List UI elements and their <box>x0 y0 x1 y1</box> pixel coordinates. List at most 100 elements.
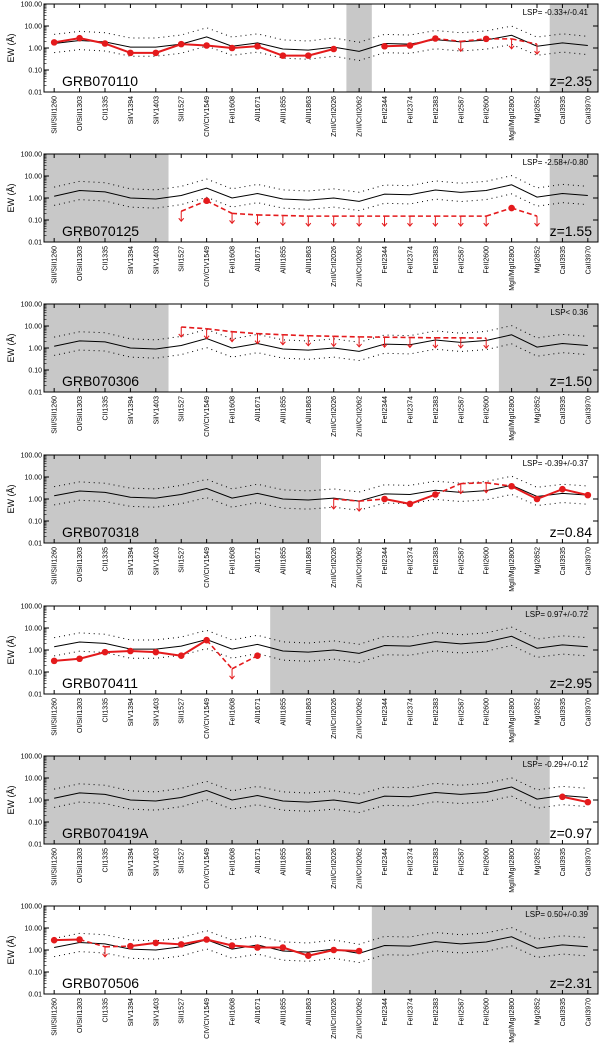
y-tick-label: 10.00 <box>24 475 42 482</box>
upper-limit-arrowhead <box>356 507 363 512</box>
x-tick-label: AlII1671 <box>255 547 262 573</box>
shaded-region <box>371 906 598 994</box>
x-tick-label: SiIV1394 <box>128 246 135 275</box>
x-tick-label: CaII3970 <box>585 246 592 275</box>
observed-point <box>101 648 109 656</box>
x-tick-label: FeII2600 <box>484 547 491 575</box>
upper-limit-arrowhead <box>279 222 286 227</box>
observed-segment <box>511 485 538 500</box>
shaded-region <box>549 154 598 242</box>
x-tick-label: ZnII/CrII2062 <box>357 396 364 437</box>
x-tick-label: SiII1527 <box>179 998 186 1024</box>
x-tick-label: ZnII/CrII2062 <box>357 246 364 287</box>
upper-limit-arrowhead <box>305 342 312 347</box>
x-tick-label: AlIII1855 <box>280 396 287 424</box>
limit-segment <box>206 200 233 215</box>
x-tick-label: OI/SiII1303 <box>77 246 84 281</box>
x-tick-label: ZnII/CrII2062 <box>357 96 364 137</box>
limit-segment <box>232 212 258 216</box>
x-tick-label: OI/SiII1303 <box>77 96 84 131</box>
upper-limit-arrowhead <box>356 222 363 227</box>
limit-segment <box>231 655 258 670</box>
x-tick-label: AlIII1863 <box>306 848 313 876</box>
observed-segment <box>54 938 80 942</box>
x-tick-label: AlIII1855 <box>280 547 287 575</box>
x-tick-label: FeII2600 <box>484 998 491 1026</box>
upper-limit-arrowhead <box>254 221 261 226</box>
x-tick-label: FeII2383 <box>433 96 440 124</box>
x-tick-label: SiIV1403 <box>153 848 160 877</box>
y-tick-label: 100.00 <box>21 302 43 309</box>
observed-segment <box>155 941 182 946</box>
x-tick-label: AlII1671 <box>255 698 262 724</box>
y-axis-label: EW (Å) <box>6 334 16 363</box>
shaded-region <box>44 154 169 242</box>
x-tick-label: FeII2374 <box>407 396 414 424</box>
observed-segment <box>536 488 563 500</box>
grb-name: GRB070411 <box>62 675 138 691</box>
y-tick-label: 10.00 <box>24 174 42 181</box>
x-tick-label: AlII1671 <box>255 848 262 874</box>
panel-grb070125: 100.00 10.00 1.00 0.10 0.01 EW (Å) SiII/SiII12… <box>6 152 599 291</box>
limit-segment <box>282 214 309 217</box>
reference-upper-envelope <box>54 777 588 795</box>
x-tick-label: ZnII/CrII2026 <box>331 848 338 889</box>
x-tick-label: ZnII/CrII2062 <box>357 547 364 588</box>
observed-point <box>152 648 160 656</box>
observed-segment <box>562 488 589 497</box>
y-tick-label: 0.01 <box>28 390 42 397</box>
observed-segment <box>104 650 131 654</box>
observed-point <box>381 495 388 503</box>
x-tick-label: CaII3935 <box>560 698 567 727</box>
x-tick-label: OI/SiII1303 <box>77 848 84 883</box>
shaded-region <box>270 606 598 694</box>
observed-point <box>228 942 236 949</box>
y-tick-label: 0.10 <box>28 68 42 75</box>
x-tick-label: AlIII1863 <box>306 698 313 726</box>
limit-segment <box>511 38 538 45</box>
observed-point <box>203 936 210 943</box>
x-tick-label: CaII3970 <box>585 698 592 727</box>
upper-limit-arrowhead <box>457 222 464 227</box>
x-tick-label: FeII2374 <box>407 96 414 124</box>
shaded-region <box>44 455 321 543</box>
x-tick-label: FeII2600 <box>484 96 491 124</box>
x-tick-label: FeII2383 <box>433 698 440 726</box>
y-tick-label: 100.00 <box>21 904 43 911</box>
upper-limit-arrowhead <box>356 343 363 348</box>
reference-line <box>54 334 588 352</box>
y-tick-label: 1.00 <box>28 196 42 203</box>
observed-point <box>177 941 185 948</box>
y-tick-label: 100.00 <box>21 754 43 761</box>
x-tick-label: MgII/MgII2800 <box>509 848 516 893</box>
lsp-label: LSP= -0.29+/-0.12 <box>523 760 589 769</box>
x-tick-label: FeII2600 <box>484 698 491 726</box>
redshift-label: z=1.50 <box>550 373 593 389</box>
observed-point <box>76 655 83 663</box>
x-tick-label: ZnII/CrII2026 <box>331 96 338 137</box>
x-tick-label: CIV/CIV1549 <box>204 848 211 889</box>
observed-segment <box>409 37 436 47</box>
x-tick-label: AlIII1863 <box>306 246 313 274</box>
x-tick-label: FeII2383 <box>433 998 440 1026</box>
grb-name: GRB070110 <box>62 73 138 89</box>
redshift-label: z=2.31 <box>550 975 593 991</box>
y-tick-label: 100.00 <box>21 2 43 9</box>
x-tick-label: FeII2587 <box>458 998 465 1026</box>
observed-point <box>559 485 566 493</box>
observed-point <box>304 952 312 960</box>
observed-point <box>304 52 312 59</box>
y-tick-label: 0.10 <box>28 519 42 526</box>
x-tick-label: SiII/SiII1260 <box>52 396 59 434</box>
x-tick-label: FeII2587 <box>458 848 465 876</box>
observed-point <box>330 45 338 53</box>
observed-segment <box>155 651 182 657</box>
upper-limit-arrowhead <box>483 489 490 494</box>
x-tick-label: CaII3970 <box>585 96 592 125</box>
observed-point <box>279 52 287 59</box>
redshift-label: z=0.84 <box>550 524 593 540</box>
limit-segment <box>333 335 360 338</box>
x-tick-label: SiII/SiII1260 <box>52 998 59 1036</box>
x-tick-label: MgI2852 <box>535 396 542 423</box>
